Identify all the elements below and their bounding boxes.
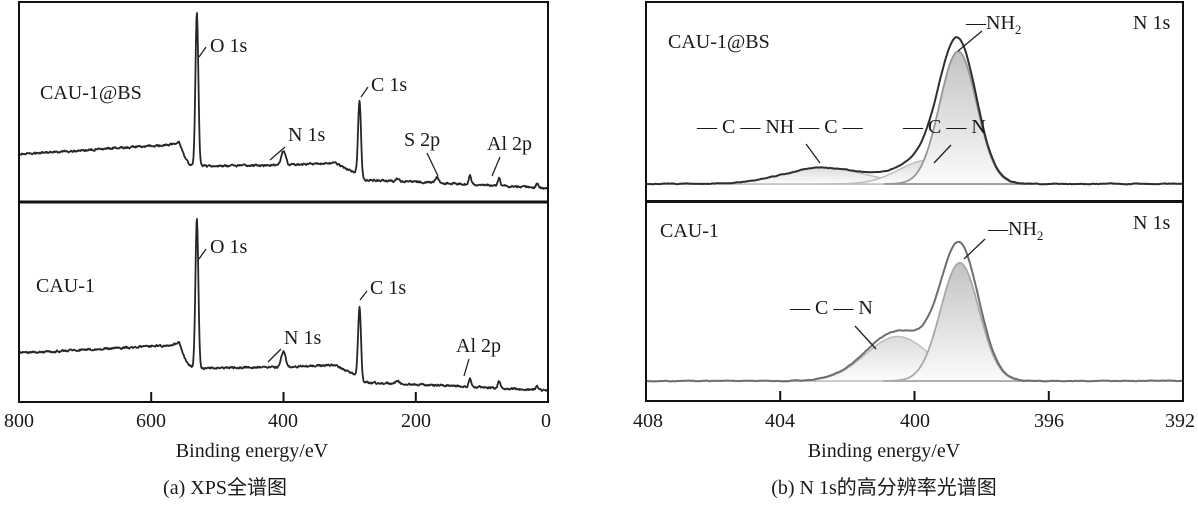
spectra-traces — [18, 12, 1184, 392]
tick-label-b-404: 404 — [765, 410, 795, 432]
xlabel-a: Binding energy/eV — [175, 440, 329, 462]
survey-trace-CAU-1@BS — [18, 12, 549, 190]
leader-a-top-c1s — [360, 86, 369, 98]
leader-b-top-cnhc — [805, 143, 821, 164]
nh2-top-subscript: 2 — [1014, 22, 1022, 37]
component-label-cnhc-top: — C — NH — C — — [697, 116, 863, 138]
tick-label-a-800: 800 — [4, 410, 34, 432]
panel-b-ticks — [779, 391, 1050, 400]
tick-label-a-200: 200 — [401, 410, 431, 432]
panel-a-ticks — [150, 392, 417, 401]
peak-label-n1s-bottom: N 1s — [284, 327, 322, 349]
peak-label-n1s-top: N 1s — [288, 124, 326, 146]
component-label-cn-bottom: — C — N — [790, 297, 873, 319]
envelope-trace-CAU-1 — [646, 240, 1184, 383]
leader-b-bot-nh2 — [963, 238, 986, 260]
tick-label-a-400: 400 — [268, 410, 298, 432]
peak-label-o1s-top: O 1s — [210, 35, 248, 57]
leader-a-bot-al2p — [463, 358, 470, 377]
peak-label-al2p-bottom: Al 2p — [456, 335, 501, 357]
region-label-b-bottom: N 1s — [1133, 212, 1171, 234]
sample-label-b-bottom: CAU-1 — [660, 220, 719, 242]
component-label-nh2-top: —NH2 — [966, 12, 1022, 37]
peak-label-c1s-bottom: C 1s — [370, 277, 407, 299]
caption-b: (b) N 1s的高分辨率光谱图 — [771, 477, 997, 499]
leader-b-top-cn — [933, 144, 952, 164]
tick-label-b-408: 408 — [633, 410, 663, 432]
sample-label-a-bottom: CAU-1 — [36, 275, 95, 297]
sample-label-b-top: CAU-1@BS — [668, 31, 770, 53]
caption-a: (a) XPS全谱图 — [163, 477, 287, 499]
peak-label-al2p-top: Al 2p — [487, 133, 532, 155]
region-label-b-top: N 1s — [1133, 12, 1171, 34]
leader-a-top-n1s — [269, 146, 286, 161]
leader-a-bot-n1s — [267, 348, 282, 363]
leader-b-bot-cn — [854, 325, 877, 350]
component-label-cn-top: — C — N — [903, 116, 986, 138]
leader-a-top-s2p — [426, 152, 439, 177]
tick-label-b-400: 400 — [900, 410, 930, 432]
tick-label-a-600: 600 — [136, 410, 166, 432]
tick-label-b-396: 396 — [1034, 410, 1064, 432]
tick-label-a-0: 0 — [541, 410, 551, 432]
sample-label-a-top: CAU-1@BS — [40, 82, 142, 104]
peak-label-c1s-top: C 1s — [371, 74, 408, 96]
xlabel-b: Binding energy/eV — [807, 440, 961, 462]
envelope-trace-CAU-1@BS — [645, 36, 1184, 186]
nh2-bottom-subscript: 2 — [1036, 228, 1044, 243]
nh2-bottom-text: —NH — [988, 218, 1037, 240]
component-label-nh2-bottom: —NH2 — [988, 218, 1044, 243]
survey-trace-CAU-1 — [18, 218, 549, 392]
peak-label-s2p-top: S 2p — [404, 129, 441, 151]
leader-a-bot-o1s — [198, 248, 207, 260]
tick-label-b-392: 392 — [1165, 410, 1195, 432]
annotation-leader-lines — [198, 30, 986, 377]
leader-a-bot-c1s — [359, 290, 368, 301]
nh2-top-text: —NH — [966, 12, 1015, 34]
leader-a-top-o1s — [198, 46, 207, 58]
leader-b-top-nh2 — [957, 30, 983, 52]
peak-label-o1s-bottom: O 1s — [210, 236, 248, 258]
leader-a-top-al2p — [491, 156, 501, 177]
